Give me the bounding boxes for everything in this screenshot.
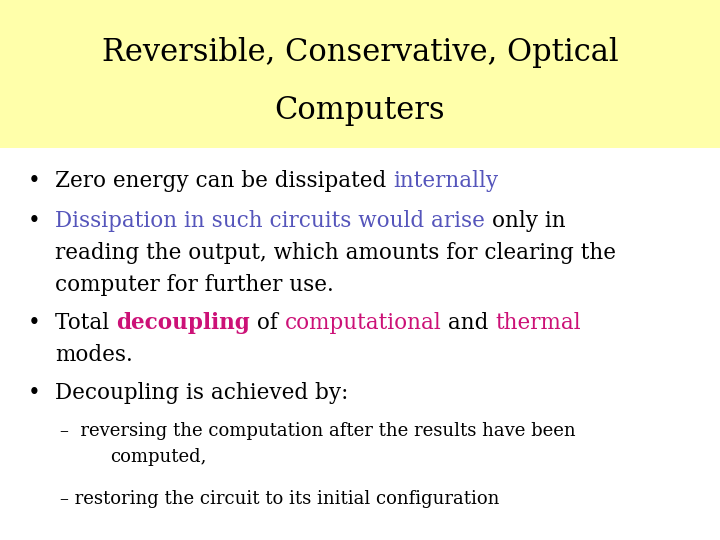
Text: Total: Total <box>55 312 116 334</box>
Text: internally: internally <box>393 170 498 192</box>
Text: computer for further use.: computer for further use. <box>55 274 334 296</box>
Text: modes.: modes. <box>55 344 132 366</box>
Text: only in: only in <box>492 210 565 232</box>
Text: thermal: thermal <box>495 312 581 334</box>
Text: Decoupling is achieved by:: Decoupling is achieved by: <box>55 382 348 404</box>
Text: of: of <box>250 312 284 334</box>
Text: –  reversing the computation after the results have been: – reversing the computation after the re… <box>60 422 575 440</box>
Bar <box>0 0 720 148</box>
Text: reading the output, which amounts for clearing the: reading the output, which amounts for cl… <box>55 242 616 264</box>
Text: and: and <box>441 312 495 334</box>
Text: decoupling: decoupling <box>116 312 250 334</box>
Text: computed,: computed, <box>110 448 207 466</box>
Text: Computers: Computers <box>275 94 445 125</box>
Text: •: • <box>28 382 41 404</box>
Text: Reversible, Conservative, Optical: Reversible, Conservative, Optical <box>102 37 618 68</box>
Text: •: • <box>28 210 41 232</box>
Text: •: • <box>28 170 41 192</box>
Text: – restoring the circuit to its initial configuration: – restoring the circuit to its initial c… <box>60 490 500 508</box>
Text: Dissipation in such circuits would arise: Dissipation in such circuits would arise <box>55 210 492 232</box>
Text: Zero energy can be dissipated: Zero energy can be dissipated <box>55 170 393 192</box>
Text: •: • <box>28 312 41 334</box>
Text: computational: computational <box>284 312 441 334</box>
